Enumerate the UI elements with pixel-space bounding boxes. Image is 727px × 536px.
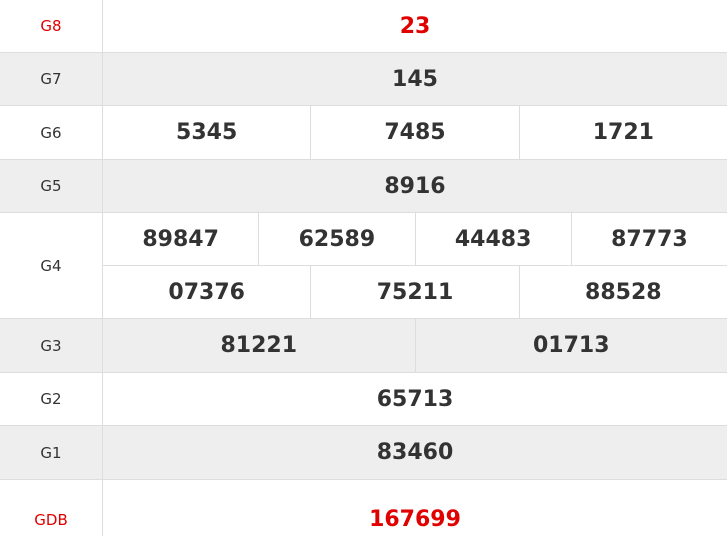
prize-line: 167699 [103, 480, 727, 536]
prize-number: 65713 [376, 386, 454, 412]
prize-line: 89847 62589 44483 87773 [103, 213, 727, 265]
prize-row-g7: G7 145 [0, 53, 727, 106]
prize-label: G1 [0, 426, 103, 479]
prize-row-gdb: GDB 167699 [0, 480, 727, 536]
prize-number: 07376 [168, 279, 245, 305]
prize-number: 89847 [142, 226, 219, 252]
prize-row-g4: G4 89847 62589 44483 87773 07376 75211 88528 [0, 213, 727, 319]
prize-label: G2 [0, 373, 103, 425]
prize-number: 5345 [176, 120, 238, 145]
prize-label: G4 [0, 213, 103, 318]
prize-row-g6: G6 5345 7485 1721 [0, 106, 727, 160]
prize-values: 65713 [103, 373, 727, 425]
prize-number: 83460 [376, 440, 454, 465]
prize-values: 81221 01713 [103, 319, 727, 372]
prize-row-g3: G3 81221 01713 [0, 319, 727, 373]
prize-number: 167699 [369, 507, 461, 532]
prize-values: 8916 [103, 160, 727, 212]
prize-label: G3 [0, 319, 103, 372]
prize-number: 7485 [310, 106, 518, 159]
prize-label: G6 [0, 106, 103, 159]
prize-values: 23 [103, 0, 727, 52]
prize-row-g5: G5 8916 [0, 160, 727, 213]
prize-values: 167699 [103, 480, 727, 536]
prize-values: 145 [103, 53, 727, 105]
prize-line: 145 [103, 53, 727, 105]
prize-number: 88528 [518, 266, 727, 318]
prize-values: 5345 7485 1721 [103, 106, 727, 159]
prize-label: G5 [0, 160, 103, 212]
prize-line: 8916 [103, 160, 727, 212]
prize-number: 75211 [310, 266, 518, 318]
prize-number: 23 [399, 13, 431, 39]
prize-values: 89847 62589 44483 87773 07376 75211 88528 [103, 213, 727, 318]
prize-label: G8 [0, 0, 103, 52]
prize-line: 07376 75211 88528 [103, 265, 727, 318]
prize-line: 23 [103, 0, 727, 52]
prize-number: 145 [392, 66, 438, 92]
prize-label: GDB [0, 480, 103, 536]
prize-number: 01713 [414, 319, 727, 372]
prize-number: 8916 [384, 173, 446, 199]
prize-number: 44483 [414, 213, 571, 265]
prize-values: 83460 [103, 426, 727, 479]
prize-row-g1: G1 83460 [0, 426, 727, 480]
prize-line: 65713 [103, 373, 727, 425]
prize-number: 1721 [518, 106, 727, 159]
prize-number: 62589 [258, 213, 414, 265]
prize-number: 87773 [570, 213, 727, 265]
prize-row-g2: G2 65713 [0, 373, 727, 426]
prize-line: 81221 01713 [103, 319, 727, 372]
prize-row-g8: G8 23 [0, 0, 727, 53]
prize-line: 83460 [103, 426, 727, 479]
prize-number: 81221 [220, 333, 298, 358]
prize-line: 5345 7485 1721 [103, 106, 727, 159]
prize-label: G7 [0, 53, 103, 105]
